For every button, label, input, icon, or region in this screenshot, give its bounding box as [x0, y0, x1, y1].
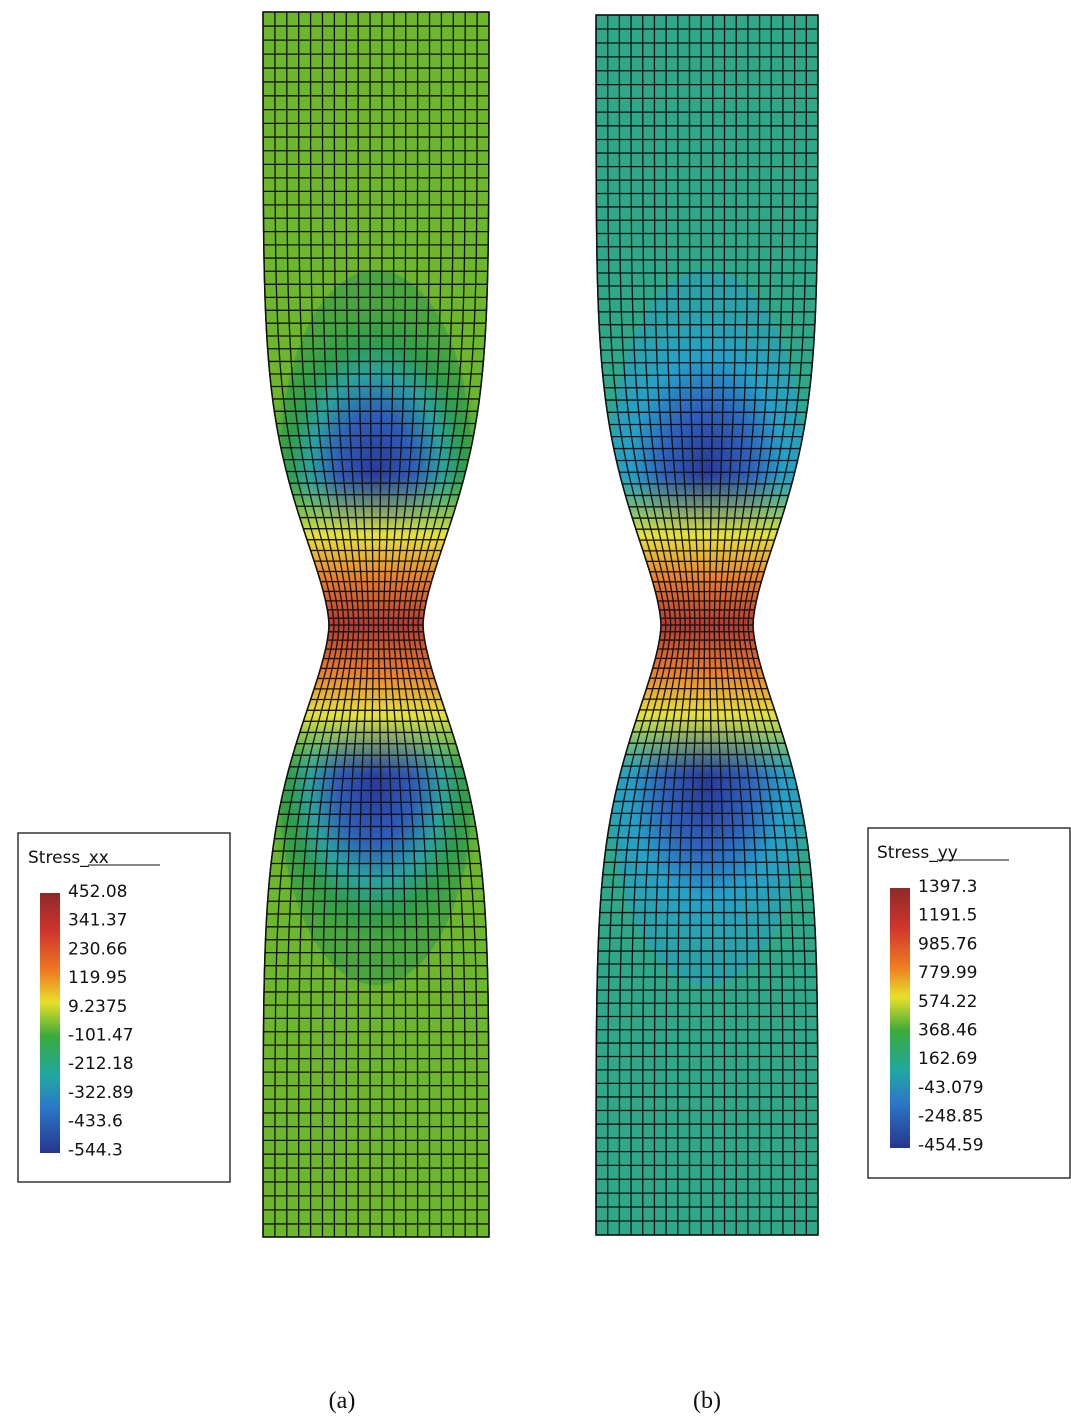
legend-title: Stress_yy	[877, 843, 958, 863]
legend-label: 779.99	[918, 963, 977, 983]
legend-label: 985.76	[918, 934, 977, 954]
legend-label: 9.2375	[68, 997, 127, 1017]
legend-label: -212.18	[68, 1054, 134, 1074]
legend-label: -43.079	[918, 1078, 984, 1098]
caption: (b)	[693, 1388, 721, 1414]
legend-label: 230.66	[68, 939, 127, 959]
legend-label: 162.69	[918, 1049, 977, 1069]
outline	[595, 14, 819, 1236]
legend-label: -101.47	[68, 1026, 134, 1046]
legend-label: 341.37	[68, 911, 127, 931]
legend-label: 574.22	[918, 992, 977, 1012]
legend-label: 119.95	[68, 968, 127, 988]
color-bar	[40, 893, 60, 1153]
caption: (a)	[329, 1388, 356, 1414]
legend-label: 368.46	[918, 1021, 977, 1041]
legend-label: -433.6	[68, 1112, 123, 1132]
legend-label: -248.85	[918, 1107, 984, 1127]
outline	[262, 11, 490, 1238]
legend-label: 1191.5	[918, 906, 977, 926]
legend: Stress_yy 1397.3 1191.5 985.76 779.99 574.22 3…	[877, 843, 1009, 1155]
legend: Stress_xx 452.08 341.37 230.66 119.95 9.2375 -…	[28, 848, 160, 1160]
legend-label: 1397.3	[918, 877, 977, 897]
legend-label: -544.3	[68, 1140, 123, 1160]
legend-label: -454.59	[918, 1135, 984, 1155]
legend-label: 452.08	[68, 882, 127, 902]
legend-label: -322.89	[68, 1083, 134, 1103]
color-bar	[890, 888, 910, 1148]
legend-title: Stress_xx	[28, 848, 109, 868]
